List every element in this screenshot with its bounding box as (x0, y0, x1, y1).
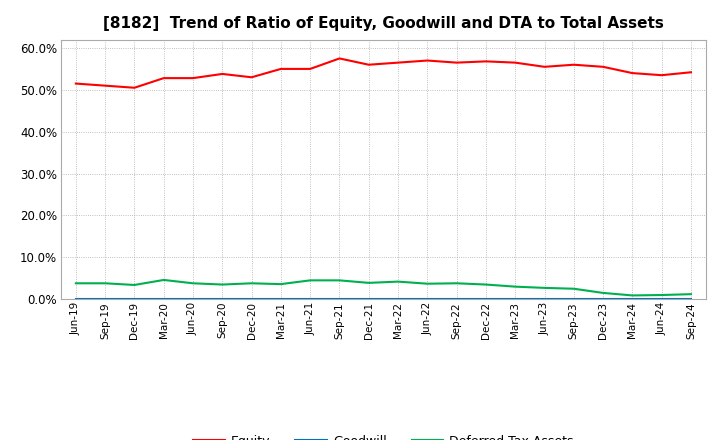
Equity (570, 62, 578, 67)
Equity (599, 64, 608, 70)
Goodwill (657, 297, 666, 302)
Equity (540, 64, 549, 70)
Equity (423, 58, 432, 63)
Equity (394, 60, 402, 65)
Deferred Tax Assets (687, 292, 696, 297)
Equity (335, 56, 343, 61)
Goodwill (218, 297, 227, 302)
Goodwill (511, 297, 520, 302)
Goodwill (364, 297, 373, 302)
Goodwill (423, 297, 432, 302)
Goodwill (130, 297, 139, 302)
Equity (247, 75, 256, 80)
Goodwill (335, 297, 343, 302)
Equity (452, 60, 461, 65)
Deferred Tax Assets (511, 284, 520, 289)
Line: Deferred Tax Assets: Deferred Tax Assets (76, 280, 691, 295)
Deferred Tax Assets (247, 281, 256, 286)
Deferred Tax Assets (306, 278, 315, 283)
Deferred Tax Assets (423, 281, 432, 286)
Equity (130, 85, 139, 90)
Equity (628, 70, 636, 76)
Deferred Tax Assets (599, 290, 608, 296)
Equity (218, 71, 227, 77)
Equity (482, 59, 490, 64)
Equity (657, 73, 666, 78)
Deferred Tax Assets (130, 282, 139, 288)
Goodwill (628, 297, 636, 302)
Equity (511, 60, 520, 65)
Deferred Tax Assets (540, 285, 549, 290)
Goodwill (159, 297, 168, 302)
Goodwill (189, 297, 197, 302)
Deferred Tax Assets (101, 281, 109, 286)
Goodwill (71, 297, 80, 302)
Goodwill (540, 297, 549, 302)
Deferred Tax Assets (452, 281, 461, 286)
Deferred Tax Assets (570, 286, 578, 291)
Title: [8182]  Trend of Ratio of Equity, Goodwill and DTA to Total Assets: [8182] Trend of Ratio of Equity, Goodwil… (103, 16, 664, 32)
Deferred Tax Assets (364, 280, 373, 286)
Equity (101, 83, 109, 88)
Deferred Tax Assets (657, 292, 666, 297)
Deferred Tax Assets (159, 277, 168, 282)
Goodwill (482, 297, 490, 302)
Deferred Tax Assets (218, 282, 227, 287)
Equity (306, 66, 315, 72)
Goodwill (276, 297, 285, 302)
Goodwill (570, 297, 578, 302)
Deferred Tax Assets (335, 278, 343, 283)
Equity (159, 76, 168, 81)
Deferred Tax Assets (394, 279, 402, 284)
Deferred Tax Assets (482, 282, 490, 287)
Goodwill (452, 297, 461, 302)
Goodwill (101, 297, 109, 302)
Goodwill (247, 297, 256, 302)
Deferred Tax Assets (628, 293, 636, 298)
Goodwill (599, 297, 608, 302)
Equity (687, 70, 696, 75)
Deferred Tax Assets (189, 281, 197, 286)
Legend: Equity, Goodwill, Deferred Tax Assets: Equity, Goodwill, Deferred Tax Assets (188, 430, 579, 440)
Goodwill (687, 297, 696, 302)
Equity (364, 62, 373, 67)
Deferred Tax Assets (71, 281, 80, 286)
Line: Equity: Equity (76, 59, 691, 88)
Goodwill (306, 297, 315, 302)
Equity (276, 66, 285, 72)
Goodwill (394, 297, 402, 302)
Equity (71, 81, 80, 86)
Equity (189, 76, 197, 81)
Deferred Tax Assets (276, 282, 285, 287)
